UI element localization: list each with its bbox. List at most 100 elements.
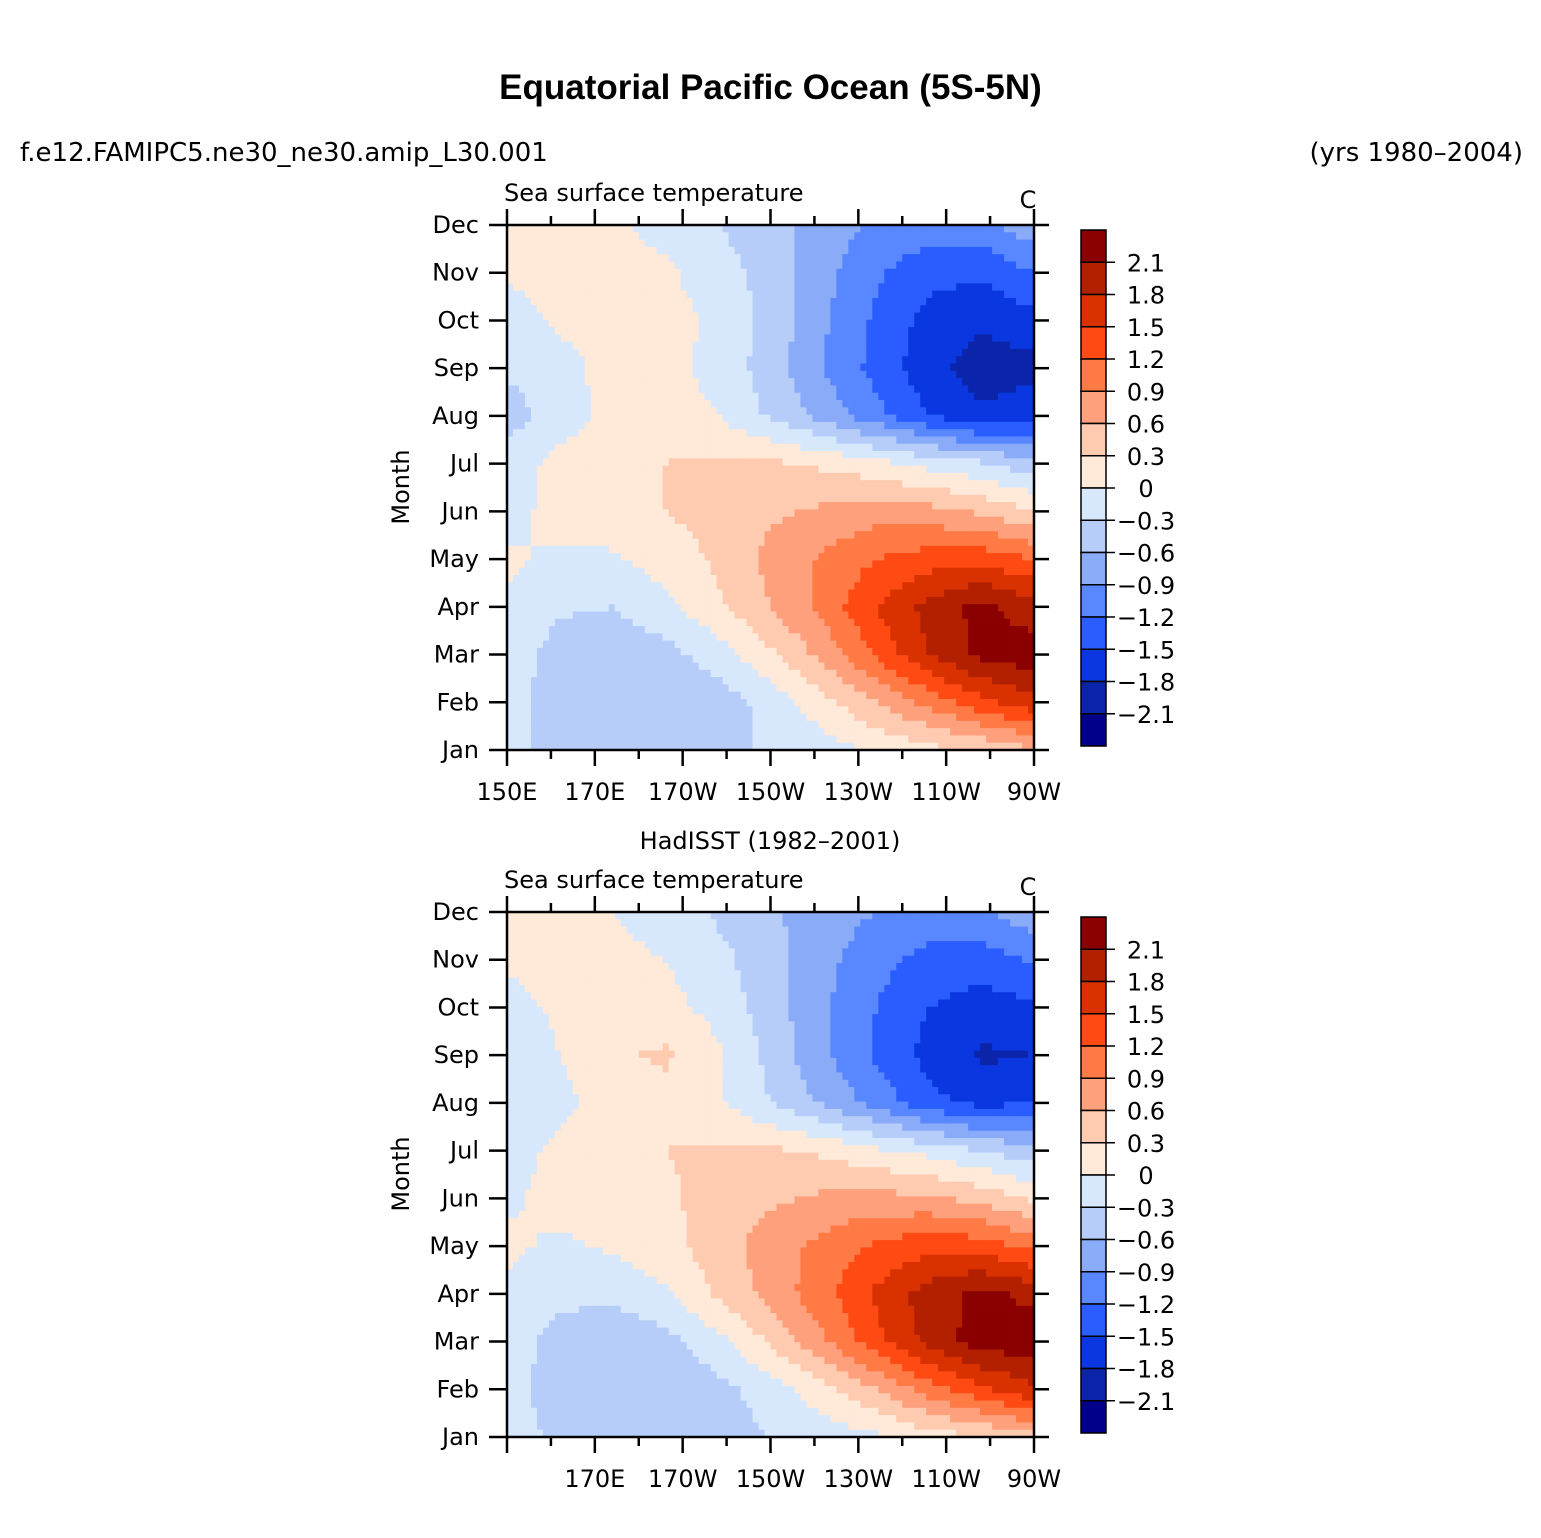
contour-cell <box>800 429 808 438</box>
contour-cell <box>590 531 598 540</box>
contour-cell <box>596 472 604 481</box>
contour-cell <box>944 356 951 365</box>
contour-cell <box>626 261 634 270</box>
contour-cell <box>686 472 694 481</box>
contour-cell <box>632 538 640 547</box>
contour-cell <box>926 348 933 357</box>
contour-cell <box>932 509 939 518</box>
contour-cell <box>614 327 622 335</box>
contour-cell <box>608 261 616 270</box>
contour-cell <box>908 385 915 394</box>
contour-cell <box>620 232 628 241</box>
contour-cell <box>722 225 730 233</box>
contour-cell <box>566 261 574 270</box>
contour-cell <box>656 451 664 459</box>
contour-cell <box>866 494 873 503</box>
contour-cell <box>578 254 586 263</box>
contour-cell <box>980 443 987 452</box>
contour-cell <box>578 283 586 292</box>
contour-cell <box>896 458 903 467</box>
contour-cell <box>614 487 622 496</box>
contour-cell <box>782 545 790 554</box>
contour-cell <box>608 429 616 438</box>
contour-cell <box>884 523 891 532</box>
contour-cell <box>734 261 742 270</box>
contour-cell <box>524 618 532 627</box>
contour-cell <box>734 560 742 569</box>
contour-cell <box>872 421 879 430</box>
contour-cell <box>794 290 802 299</box>
contour-cell <box>680 523 688 532</box>
contour-cell <box>968 516 975 525</box>
contour-cell <box>914 553 921 562</box>
contour-cell <box>632 531 640 540</box>
contour-cell <box>530 312 538 321</box>
contour-cell <box>632 254 640 263</box>
contour-cell <box>992 319 999 328</box>
contour-cell <box>566 611 574 620</box>
contour-cell <box>944 545 951 554</box>
contour-cell <box>902 283 909 292</box>
contour-cell <box>902 611 909 620</box>
contour-cell <box>668 443 676 452</box>
contour-cell <box>896 494 903 503</box>
contour-cell <box>590 516 598 525</box>
contour-cell <box>794 611 802 620</box>
contour-cell <box>908 553 915 562</box>
contour-cell <box>662 239 670 248</box>
contour-cell <box>902 523 909 532</box>
contour-cell <box>818 254 825 263</box>
contour-cell <box>626 502 634 510</box>
contour-cell <box>974 611 981 620</box>
contour-cell <box>716 553 724 562</box>
contour-cell <box>920 487 927 496</box>
contour-cell <box>584 451 592 459</box>
contour-cell <box>992 575 999 583</box>
contour-cell <box>986 494 993 503</box>
contour-cell <box>692 494 700 503</box>
contour-cell <box>692 575 700 583</box>
contour-cell <box>764 356 772 365</box>
contour-cell <box>872 436 879 445</box>
contour-cell <box>1022 560 1029 569</box>
contour-cell <box>890 567 897 576</box>
contour-cell <box>902 560 909 569</box>
contour-cell <box>836 225 843 233</box>
contour-cell <box>848 553 855 562</box>
contour-cell <box>842 538 849 547</box>
contour-cell <box>596 509 604 518</box>
contour-cell <box>884 327 891 335</box>
contour-cell <box>824 582 831 591</box>
contour-cell <box>644 472 652 481</box>
contour-cell <box>608 319 616 328</box>
contour-cell <box>866 297 873 306</box>
contour-cell <box>524 392 532 401</box>
contour-cell <box>560 429 568 438</box>
contour-cell <box>998 626 1005 634</box>
contour-cell <box>974 246 981 255</box>
contour-cell <box>800 356 808 365</box>
contour-cell <box>872 239 879 248</box>
contour-cell <box>584 596 592 605</box>
contour-cell <box>596 225 604 233</box>
contour-cell <box>728 232 736 241</box>
contour-cell <box>668 385 676 394</box>
contour-cell <box>644 545 652 554</box>
contour-cell <box>836 232 843 241</box>
contour-cell <box>542 458 550 467</box>
contour-cell <box>638 348 646 357</box>
contour-cell <box>608 378 616 387</box>
contour-cell <box>740 414 748 423</box>
contour-cell <box>734 305 742 314</box>
contour-cell <box>746 480 754 489</box>
contour-cell <box>758 378 766 387</box>
contour-cell <box>614 589 622 598</box>
contour-cell <box>836 400 843 408</box>
contour-cell <box>902 487 909 496</box>
contour-cell <box>698 472 706 481</box>
contour-cell <box>998 283 1005 292</box>
contour-cell <box>512 429 520 438</box>
contour-cell <box>710 297 718 306</box>
contour-cell <box>614 458 622 467</box>
contour-cell <box>980 531 987 540</box>
